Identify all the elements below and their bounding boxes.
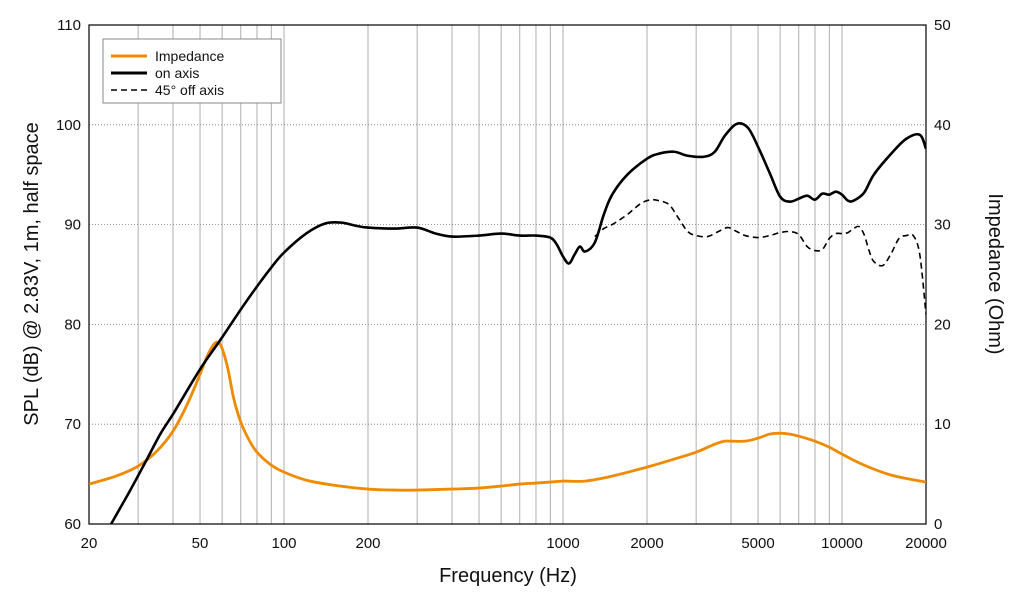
y-right-tick-label: 40 xyxy=(934,117,951,134)
series-line-off-axis xyxy=(594,198,926,315)
x-tick-label: 20000 xyxy=(905,535,947,552)
x-axis-title: Frequency (Hz) xyxy=(439,565,577,587)
series-lines xyxy=(89,122,926,524)
y-left-tick-label: 100 xyxy=(56,117,81,134)
plot-frame xyxy=(88,24,927,525)
x-tick-label: 10000 xyxy=(821,535,863,552)
legend-box xyxy=(102,38,282,104)
series-line-impedance xyxy=(89,340,926,492)
y-right-tick-label: 30 xyxy=(934,217,951,234)
legend-label-impedance: Impedance xyxy=(155,48,224,64)
x-tick-label: 20 xyxy=(81,535,98,552)
legend-label-off-axis: 45° off axis xyxy=(155,82,224,98)
y-right-tick-label: 50 xyxy=(934,17,951,34)
x-tick-label: 1000 xyxy=(546,535,579,552)
x-tick-label: 50 xyxy=(192,535,209,552)
y-right-tick-label: 20 xyxy=(934,316,951,333)
series-line-on-axis xyxy=(109,122,926,524)
y-left-tick-label: 90 xyxy=(64,217,81,234)
y-axis-right-title: Impedance (Ohm) xyxy=(984,193,1006,354)
legend: Impedance on axis 45° off axis xyxy=(102,38,282,104)
y-right-tick-label: 0 xyxy=(934,516,942,533)
y-left-tick-label: 80 xyxy=(64,316,81,333)
grid-lines xyxy=(89,25,926,524)
y-right-tick-label: 10 xyxy=(934,416,951,433)
x-tick-label: 100 xyxy=(271,535,296,552)
legend-label-on-axis: on axis xyxy=(155,65,199,81)
y-left-tick-label: 70 xyxy=(64,416,81,433)
x-tick-label: 2000 xyxy=(630,535,663,552)
y-axis-left-title: SPL (dB) @ 2.83V, 1m, half space xyxy=(21,122,43,425)
y-left-tick-label: 110 xyxy=(57,17,81,34)
y-left-tick-label: 60 xyxy=(64,516,81,533)
x-tick-label: 5000 xyxy=(741,535,774,552)
x-tick-label: 200 xyxy=(355,535,380,552)
tick-labels: 20 50 100 200 1000 2000 5000 10000 2000060708090… xyxy=(56,17,951,552)
